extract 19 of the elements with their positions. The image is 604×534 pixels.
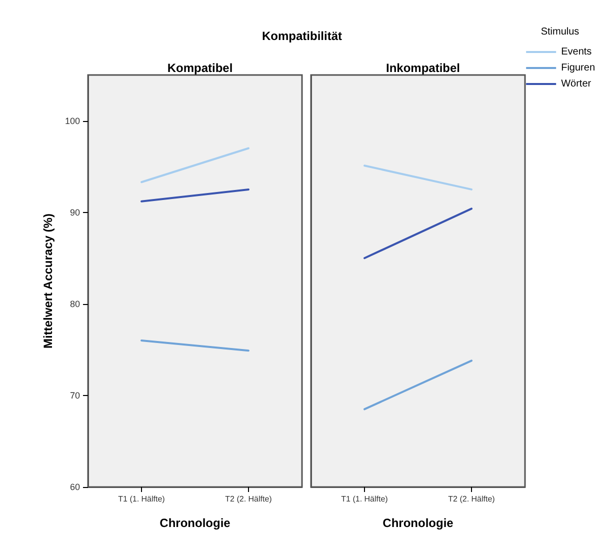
x-axis-title: Chronologie	[160, 516, 231, 530]
x-axis-title: Chronologie	[382, 516, 454, 530]
y-tick-label: 100	[64, 116, 80, 126]
y-tick-label: 80	[70, 298, 80, 309]
y-axis-title: Mittelwert Accuracy (%)	[41, 214, 55, 348]
legend-label: Figuren	[561, 62, 595, 74]
x-tick-label: T2 (2. Hälfte)	[448, 494, 496, 504]
x-tick-label: T1 (1. Hälfte)	[341, 494, 388, 504]
chart-title: Inkompatibel	[386, 61, 460, 75]
legend-label: Wörter	[561, 78, 592, 90]
x-tick-label: T2 (2. Hälfte)	[225, 494, 272, 504]
y-tick-label: 60	[70, 482, 80, 492]
y-tick-label: 70	[70, 390, 80, 400]
legend-title: Stimulus	[540, 26, 580, 38]
text: Kompatibilität	[262, 29, 342, 43]
y-tick-label: 90	[70, 207, 80, 218]
legend-label: Events	[561, 46, 592, 58]
x-tick-label: T1 (1. Hälfte)	[118, 494, 166, 504]
chart-title: Kompatibel	[167, 61, 233, 75]
